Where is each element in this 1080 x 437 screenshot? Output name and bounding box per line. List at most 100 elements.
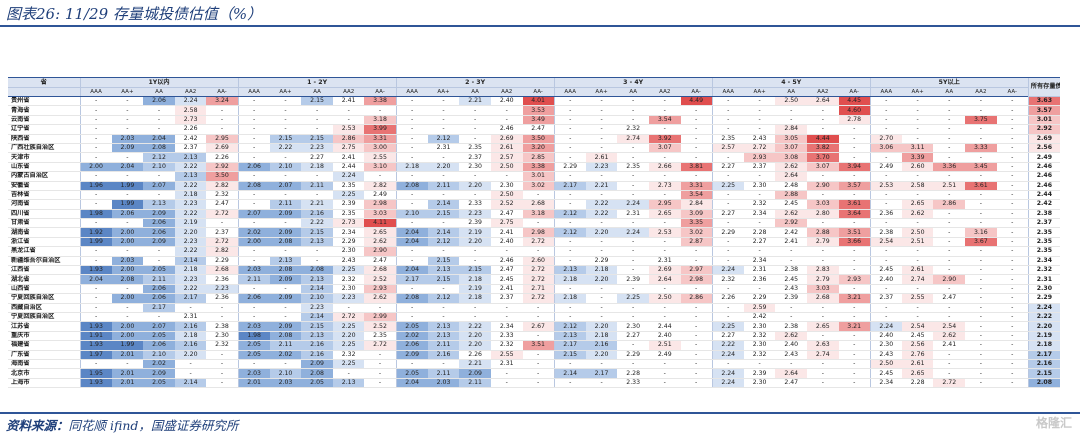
value-cell: - (143, 312, 175, 323)
value-cell: - (206, 218, 239, 229)
value-cell: 2.72 (206, 209, 239, 220)
value-cell: 2.41 (933, 340, 966, 351)
value-cell: 2.08 (395, 181, 428, 191)
value-cell: - (237, 143, 270, 154)
value-cell: 2.15 (427, 274, 460, 285)
value-cell: - (965, 368, 997, 379)
value-cell: 2.08 (395, 293, 428, 304)
value-cell: 2.68 (206, 265, 239, 276)
value-cell: - (79, 152, 112, 163)
value-cell: - (269, 284, 302, 295)
value-cell: 2.27 (301, 152, 333, 163)
value-cell: 2.14 (174, 378, 207, 389)
value-cell: - (79, 284, 112, 295)
value-cell: - (965, 246, 997, 257)
all-bonds-cell: 2.32 (1027, 265, 1060, 276)
value-cell: - (680, 105, 713, 116)
value-cell: - (869, 105, 902, 116)
value-cell: - (838, 350, 871, 360)
all-bonds-cell: 2.92 (1027, 124, 1060, 135)
value-cell: - (490, 246, 523, 257)
table-row: 湖北省 2.04 2.08 2.11 2.23 2.36 2.11 2.09 2.13 2.32 2… (8, 274, 1060, 285)
value-cell: 2.07 (143, 321, 175, 332)
value-cell: 4.44 (807, 134, 839, 144)
value-cell: 2.16 (427, 350, 460, 360)
header-rating: AA2 (174, 87, 207, 97)
value-cell: 2.11 (459, 378, 491, 389)
value-cell: - (965, 359, 997, 370)
table-row: 辽宁省 - - -2.26- - - -2.53 3.99- - -2.46 2.47- -2.32-… (8, 124, 1060, 135)
value-cell: - (807, 246, 839, 257)
value-cell: 2.32 (743, 199, 776, 210)
value-cell: - (996, 237, 1029, 248)
value-cell: - (427, 303, 460, 314)
value-cell: 2.54 (933, 321, 966, 332)
value-cell: - (711, 237, 744, 248)
value-cell: 2.12 (427, 293, 460, 304)
value-cell: - (617, 284, 649, 295)
table-row: 江西省 1.93 2.00 2.05 2.18 2.68 2.03 2.08 2.08 2.25 2… (8, 265, 1060, 276)
value-cell: - (807, 256, 839, 267)
value-cell: 2.27 (711, 331, 744, 342)
value-cell: - (111, 312, 144, 323)
value-cell: 2.15 (553, 350, 586, 360)
value-cell: - (617, 303, 649, 314)
value-cell: 2.41 (775, 237, 808, 248)
value-cell: - (427, 115, 460, 126)
value-cell: 3.53 (522, 105, 555, 116)
value-cell: 2.55 (364, 152, 397, 163)
value-cell: 2.23 (174, 199, 207, 210)
value-cell: - (680, 284, 713, 295)
value-cell: - (933, 96, 966, 107)
value-cell: 2.13 (143, 199, 175, 210)
value-cell: 2.13 (427, 331, 460, 342)
value-cell: 4.01 (522, 96, 555, 107)
value-cell: 2.13 (174, 152, 207, 163)
value-cell: - (933, 171, 966, 182)
value-cell: 2.00 (111, 331, 144, 342)
value-cell: 2.64 (775, 368, 808, 379)
value-cell: - (395, 171, 428, 182)
value-cell: 2.20 (459, 237, 491, 248)
value-cell: - (807, 115, 839, 126)
value-cell: - (901, 171, 934, 182)
value-cell: 2.06 (143, 340, 175, 351)
value-cell: 2.29 (711, 227, 744, 238)
table-row: 天津市 - -2.12 2.13 2.26- -2.27 2.41 2.55- -2.37 2.5… (8, 152, 1060, 163)
province-name: 山西省 (8, 284, 80, 295)
value-cell: 2.14 (553, 368, 586, 379)
value-cell: - (775, 115, 808, 126)
value-cell: - (617, 171, 649, 182)
province-name: 重庆市 (8, 331, 80, 342)
value-cell: - (648, 190, 681, 201)
value-cell: - (711, 312, 744, 323)
value-cell: - (711, 115, 744, 126)
value-cell: 2.09 (269, 293, 302, 304)
value-cell: 2.06 (143, 293, 175, 304)
value-cell: 2.13 (553, 265, 586, 276)
value-cell: - (553, 199, 586, 210)
value-cell: 2.97 (680, 265, 713, 276)
value-cell: 2.05 (143, 378, 175, 389)
value-cell: 1.92 (79, 227, 112, 238)
value-cell: 3.61 (838, 199, 871, 210)
value-cell: - (427, 171, 460, 182)
value-cell: - (395, 246, 428, 257)
value-cell: 2.54 (869, 237, 902, 248)
value-cell: 2.17 (553, 340, 586, 351)
value-cell: 2.75 (332, 143, 365, 154)
value-cell: - (111, 303, 144, 314)
value-cell: - (553, 256, 586, 267)
value-cell: 2.13 (174, 171, 207, 182)
value-cell: - (711, 246, 744, 257)
value-cell: 2.87 (680, 237, 713, 248)
value-cell: - (965, 124, 997, 135)
header-rating: AA (617, 87, 649, 97)
value-cell: - (79, 312, 112, 323)
value-cell: 2.33 (490, 331, 523, 342)
value-cell: 2.19 (174, 218, 207, 229)
value-cell: 2.83 (807, 265, 839, 276)
value-cell: 2.08 (301, 265, 333, 276)
value-cell: - (996, 246, 1029, 257)
value-cell: - (965, 209, 997, 220)
